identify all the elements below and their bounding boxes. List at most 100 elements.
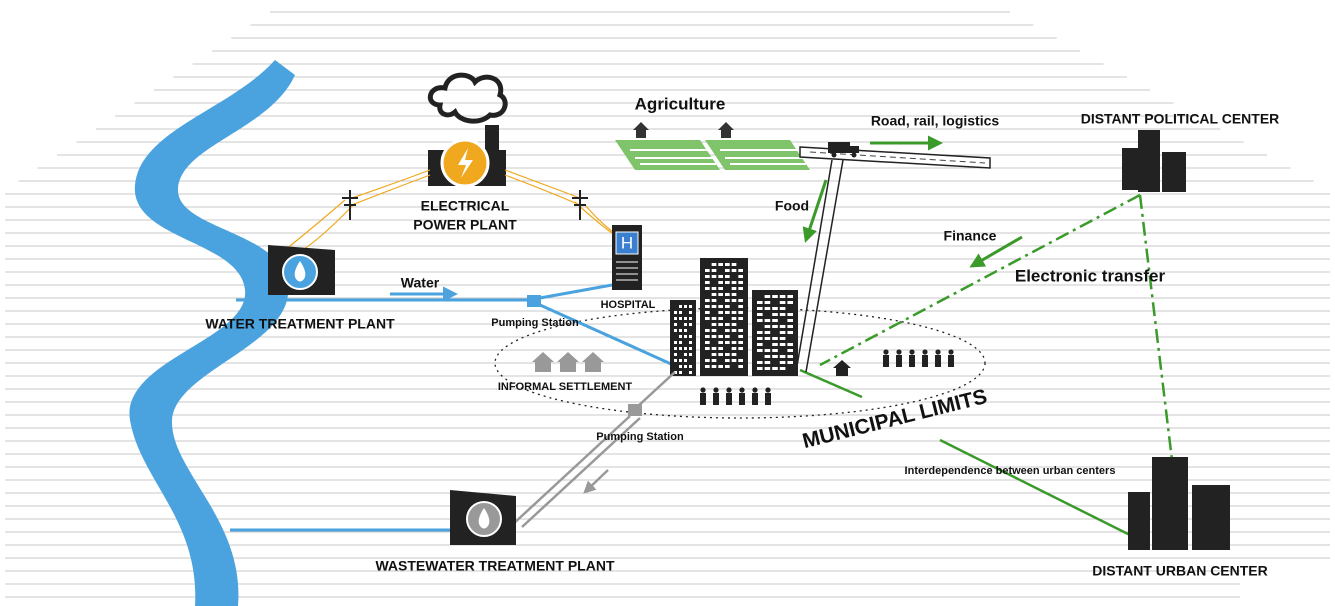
window [725,365,730,368]
window [738,305,743,308]
window [718,347,723,350]
window [679,371,682,374]
window [718,305,723,308]
window [765,295,771,298]
person [713,387,718,392]
window [684,317,687,320]
window [705,359,710,362]
municipal-limits-label: MUNICIPAL LIMITS [800,385,989,453]
window [718,281,723,284]
window [705,335,710,338]
window [705,305,710,308]
window [679,335,682,338]
window [780,361,786,364]
window [732,317,737,320]
window [725,335,730,338]
window [738,269,743,272]
window [772,307,778,310]
window [738,347,743,350]
window [765,349,771,352]
window [684,305,687,308]
window [757,319,763,322]
window [705,311,710,314]
person [752,387,757,392]
window [689,341,692,344]
window [780,367,786,370]
interdependence-label: Interdependence between urban centers [905,465,1116,477]
window [718,353,723,356]
person [896,355,902,367]
window [674,317,677,320]
window [738,329,743,332]
window [765,337,771,340]
window [689,335,692,338]
window [679,347,682,350]
window [712,299,717,302]
electronic-label: Electronic transfer [1015,266,1166,285]
person [922,349,927,354]
person [883,349,888,354]
wastewater-pipes [512,372,675,527]
window [689,347,692,350]
informal-settlement-label: INFORMAL SETTLEMENT [498,381,633,393]
window [738,317,743,320]
window [732,323,737,326]
window [757,367,763,370]
window [725,323,730,326]
window [780,343,786,346]
person [726,393,732,405]
window [705,317,710,320]
window [787,295,793,298]
window [712,323,717,326]
window [732,293,737,296]
window [712,275,717,278]
window [757,307,763,310]
window [738,359,743,362]
person [739,387,744,392]
political-center-label: DISTANT POLITICAL CENTER [1081,111,1280,127]
window [772,367,778,370]
window [725,341,730,344]
window [765,301,771,304]
window [732,353,737,356]
political-center-buildings [1122,130,1186,192]
window [718,275,723,278]
window [780,325,786,328]
window [679,365,682,368]
road-label: Road, rail, logistics [871,113,1000,129]
window [732,263,737,266]
window [689,311,692,314]
window [765,355,771,358]
window [765,331,771,334]
window [712,305,717,308]
window [712,287,717,290]
power-plant-label: POWER PLANT [413,217,517,233]
window [787,349,793,352]
window [705,287,710,290]
window [772,319,778,322]
window [712,335,717,338]
window [718,317,723,320]
wastewater-plant-label: WASTEWATER TREATMENT PLANT [375,558,614,574]
window [689,317,692,320]
window [712,293,717,296]
window [732,287,737,290]
window [725,275,730,278]
person [700,393,706,405]
window [689,365,692,368]
person [909,355,915,367]
window [712,263,717,266]
window [787,331,793,334]
person [752,393,758,405]
window [725,293,730,296]
informal-houses [532,352,604,372]
window [718,341,723,344]
window [684,323,687,326]
pumping-station-label: Pumping Station [596,431,684,443]
window [772,313,778,316]
hospital-sign: H [621,233,633,252]
window [772,295,778,298]
window [705,365,710,368]
window [765,307,771,310]
window [718,263,723,266]
